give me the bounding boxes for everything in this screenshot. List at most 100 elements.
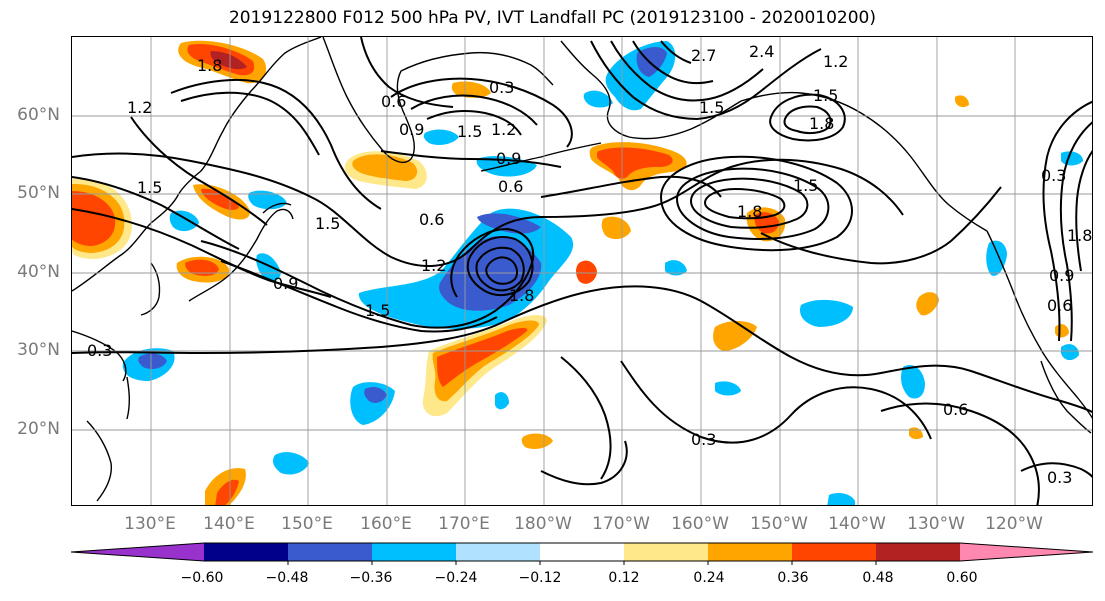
coast-korea [140, 262, 161, 316]
contour-label: 0.9 [399, 120, 424, 139]
anomaly-subtropical-jet-max [437, 328, 528, 387]
colorbar-extend-max [960, 543, 1093, 561]
contour-label: 1.8 [509, 286, 534, 305]
anomaly-tropics-neg [273, 452, 309, 475]
colorbar-extend-min [71, 543, 204, 561]
contour-ridge-west-2 [180, 91, 320, 156]
lon-label-160w: 160°W [671, 514, 729, 534]
lon-label-130e: 130°E [124, 514, 176, 534]
lon-label-150w: 150°W [750, 514, 808, 534]
anomaly-sea-of-japan-core [185, 259, 219, 276]
coast-japan [188, 208, 294, 302]
contour-label-group: 1.5 1.8 1.2 0.3 0.9 0.6 1.5 1.2 0.9 0.6 … [87, 42, 1092, 487]
coast-aleutians [480, 142, 602, 172]
colorbar-tick: −0.24 [434, 570, 478, 586]
contour-jet-1 [200, 227, 535, 329]
contour-0p3-south [72, 285, 1092, 414]
coastlines [72, 37, 1092, 502]
shaded-fields [72, 40, 1083, 505]
colorbar-bin [204, 543, 289, 561]
colorbar-tick: −0.48 [265, 570, 309, 586]
anomaly-west-coast-neg [986, 240, 1007, 276]
anomaly-bering-sea-neg-west [423, 129, 459, 145]
lon-label-180w: 180°W [514, 514, 572, 534]
contour-alaska-3 [632, 40, 714, 84]
contour-label: 1.5 [315, 214, 340, 233]
anomaly-160w-neg [665, 260, 687, 276]
contour-label: 1.8 [197, 56, 222, 75]
contour-na-ridge-2 [1059, 121, 1092, 342]
contour-label: 1.2 [823, 52, 848, 71]
lon-label-160e: 160°E [360, 514, 412, 534]
contour-label: 2.4 [749, 42, 774, 61]
contour-na-ridge-3 [1075, 150, 1092, 272]
coast-hokkaido [262, 202, 292, 214]
contour-label: 1.5 [457, 122, 482, 141]
contour-south-low [560, 356, 612, 480]
contour-gulf-alaska-low-2 [783, 105, 832, 135]
contour-label: 2.7 [691, 46, 716, 65]
contour-1p5-west [72, 176, 240, 250]
contour-label: 1.5 [699, 98, 724, 117]
lon-label-130w: 130°W [907, 514, 965, 534]
anomaly-140w-neg [901, 364, 925, 399]
anomaly-gulf-alaska-neg [583, 90, 613, 108]
gridlines [72, 37, 1092, 505]
contour-1p2-west [130, 116, 268, 226]
lon-label-120w: 120°W [985, 514, 1043, 534]
contour-label: 1.8 [1067, 226, 1092, 245]
anomaly-150w-neg [715, 381, 741, 396]
lat-label-50n: 50°N [17, 183, 60, 203]
anomaly-subtropics-neg-core [364, 387, 387, 403]
contour-label: 0.3 [489, 78, 514, 97]
contour-low-ring-1 [466, 236, 534, 297]
anomaly-gulf-of-alaska-core [597, 147, 673, 179]
anomaly-sub-south [909, 427, 923, 440]
colorbar-tick: −0.12 [518, 570, 562, 586]
contour-label: 1.2 [491, 120, 516, 139]
pv-contours [72, 37, 1092, 505]
colorbar-bin [456, 543, 541, 561]
contour-label: 1.5 [137, 178, 162, 197]
colorbar-tick: −0.60 [180, 570, 224, 586]
contour-0p3-se [1020, 462, 1092, 478]
anomaly-bering-north [451, 81, 491, 98]
contour-gulf-alaska-low [769, 93, 846, 142]
anomaly-japan-coast [256, 253, 281, 282]
anomaly-south-180 [521, 433, 553, 449]
colorbar-tick: 0.48 [862, 570, 894, 586]
contour-trough-nw [390, 77, 573, 148]
contour-0p9-west [72, 208, 332, 298]
contour-label: 0.3 [691, 430, 716, 449]
map-panel: 1.5 1.8 1.2 0.3 0.9 0.6 1.5 1.2 0.9 0.6 … [71, 36, 1093, 506]
contour-alaska-4 [660, 40, 692, 64]
anomaly-north-pacific-west [248, 190, 287, 210]
anomaly-kamchatka-west-max [210, 51, 247, 70]
contour-east-loop [620, 360, 932, 444]
contour-label: 1.5 [365, 301, 390, 320]
map-title: 2019122800 F012 500 hPa PV, IVT Landfall… [228, 8, 876, 28]
contour-cutoff-2 [675, 167, 830, 240]
contour-label: 0.9 [273, 274, 298, 293]
lon-label-150e: 150°E [281, 514, 333, 534]
contour-label: 1.8 [737, 202, 762, 221]
anomaly-west-edge-max [72, 191, 116, 246]
colorbar-tick: 0.36 [777, 570, 809, 586]
contour-label: 0.6 [943, 400, 968, 419]
coast-asia-east [72, 37, 322, 292]
contour-ridge-west [170, 78, 382, 210]
contour-label: 0.6 [419, 210, 444, 229]
contour-jet-2 [220, 260, 498, 333]
colorbar-tick: 0.12 [608, 570, 640, 586]
coast-taiwan-philippines [86, 376, 130, 502]
anomaly-east-pacific-neg [799, 299, 853, 327]
pv-ivt-map: 1.5 1.8 1.2 0.3 0.9 0.6 1.5 1.2 0.9 0.6 … [72, 37, 1092, 505]
colorbar-segments [70, 542, 1094, 565]
lat-label-30n: 30°N [17, 340, 60, 360]
lon-label-140e: 140°E [203, 514, 255, 534]
colorbar-bin [540, 543, 625, 561]
lat-label-20n: 20°N [17, 419, 60, 439]
contour-label: 1.5 [793, 176, 818, 195]
contour-trough-nw-2 [410, 94, 538, 126]
anomaly-japan-east [169, 210, 199, 232]
